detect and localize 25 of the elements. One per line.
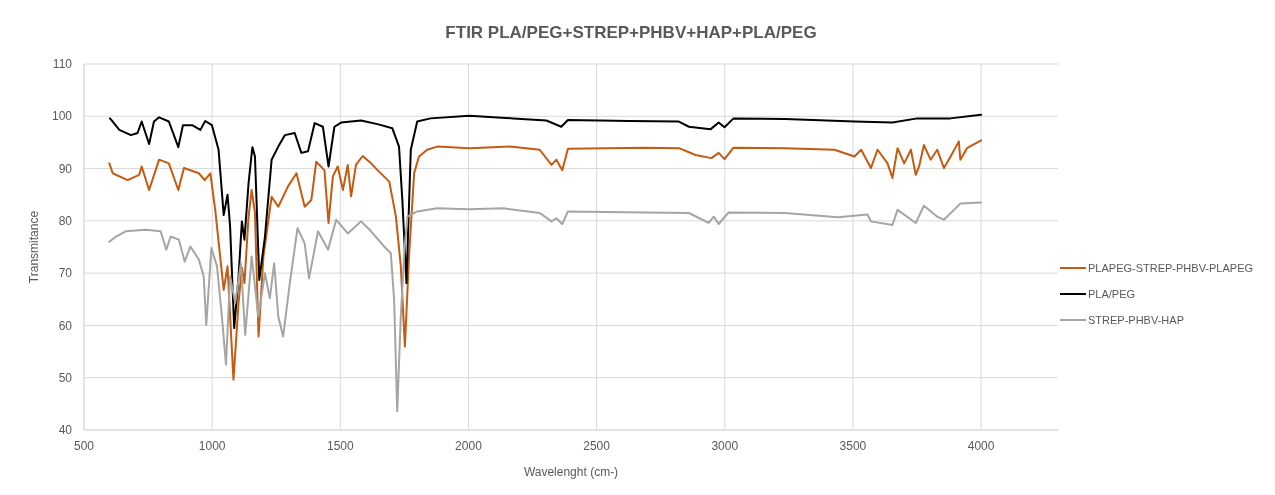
x-tick-label: 3000 [711, 439, 739, 453]
x-tick-label: 3500 [839, 439, 867, 453]
legend-label: PLAPEG-STREP-PHBV-PLAPEG [1088, 261, 1254, 274]
legend-label: STREP-PHBV-HAP [1088, 313, 1184, 326]
y-axis-title: Transmitance [27, 210, 41, 284]
y-tick-label: 110 [52, 57, 73, 72]
x-tick-label: 2500 [583, 439, 611, 453]
x-axis-title: Wavelenght (cm-) [523, 465, 619, 479]
x-tick-label: 500 [73, 439, 95, 453]
x-tick-label: 1500 [326, 439, 354, 453]
y-tick-label: 40 [58, 423, 73, 438]
legend-label: PLA/PEG [1088, 287, 1136, 300]
y-tick-label: 70 [58, 266, 73, 281]
y-tick-label: 100 [51, 109, 73, 124]
x-tick-label: 1000 [198, 439, 226, 453]
line-series [108, 201, 983, 413]
y-tick-label: 80 [58, 214, 73, 229]
line-series [108, 113, 983, 330]
x-tick-label: 2000 [455, 439, 483, 453]
chart-title: FTIR PLA/PEG+STREP+PHBV+HAP+PLA/PEG [445, 23, 817, 42]
y-tick-label: 90 [58, 161, 73, 176]
line-series [108, 139, 983, 381]
y-tick-label: 50 [58, 370, 73, 385]
x-tick-label: 4000 [967, 439, 995, 453]
y-tick-label: 60 [58, 318, 73, 333]
